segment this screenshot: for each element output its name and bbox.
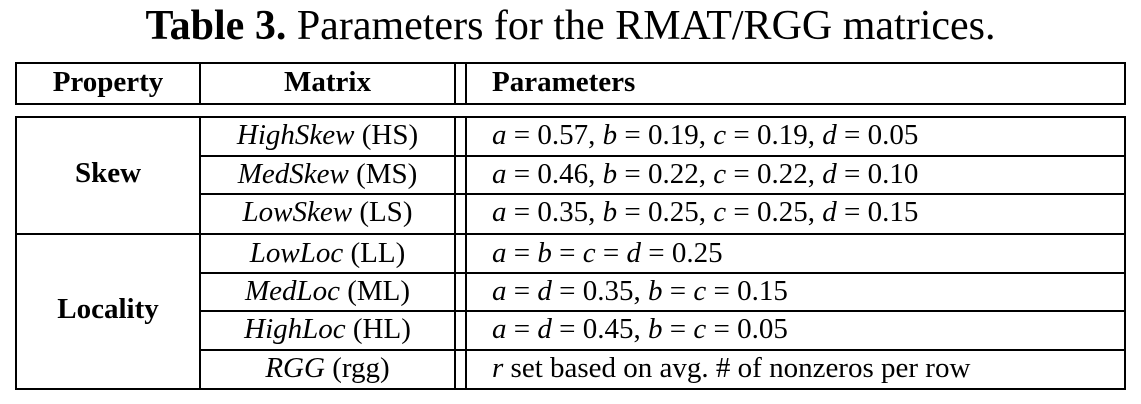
header-parameters: Parameters	[492, 66, 636, 98]
matrix-cell: MedLoc (ML)	[244, 275, 411, 307]
param-cell: a = 0.35, b = 0.25, c = 0.25, d = 0.15	[492, 196, 919, 228]
caption-text: Parameters for the RMAT/RGG matrices.	[296, 3, 996, 49]
param-cell: a = 0.57, b = 0.19, c = 0.19, d = 0.05	[492, 119, 919, 151]
caption-label: Table 3.	[145, 3, 287, 49]
matrix-cell: HighSkew (HS)	[236, 119, 419, 151]
body-divider-2	[454, 116, 456, 390]
param-cell: r set based on avg. # of nonzeros per ro…	[492, 352, 971, 384]
matrix-cell: RGG (rgg)	[265, 352, 390, 384]
table-body	[15, 116, 1126, 390]
table-caption: Table 3. Parameters for the RMAT/RGG mat…	[0, 2, 1141, 50]
row-line	[199, 272, 1126, 274]
matrix-cell: LowLoc (LL)	[249, 237, 406, 269]
body-divider-3	[465, 116, 467, 390]
row-line	[199, 310, 1126, 312]
header-matrix: Matrix	[284, 66, 371, 98]
group-skew: Skew	[74, 157, 142, 189]
row-line	[199, 193, 1126, 195]
row-line	[199, 155, 1126, 157]
param-cell: a = b = c = d = 0.25	[492, 237, 723, 269]
matrix-cell: LowSkew (LS)	[242, 196, 413, 228]
header-divider-3	[465, 62, 467, 105]
matrix-cell: HighLoc (HL)	[244, 313, 411, 345]
group-line	[15, 233, 1126, 235]
row-line	[199, 349, 1126, 351]
header-divider-1	[199, 62, 201, 105]
group-locality: Locality	[57, 293, 159, 325]
header-property: Property	[52, 66, 164, 98]
param-cell: a = d = 0.45, b = c = 0.05	[492, 313, 788, 345]
body-divider-1	[199, 116, 201, 390]
param-cell: a = d = 0.35, b = c = 0.15	[492, 275, 788, 307]
table-header	[15, 62, 1126, 105]
matrix-cell: MedSkew (MS)	[237, 158, 418, 190]
param-cell: a = 0.46, b = 0.22, c = 0.22, d = 0.10	[492, 158, 919, 190]
header-divider-2	[454, 62, 456, 105]
